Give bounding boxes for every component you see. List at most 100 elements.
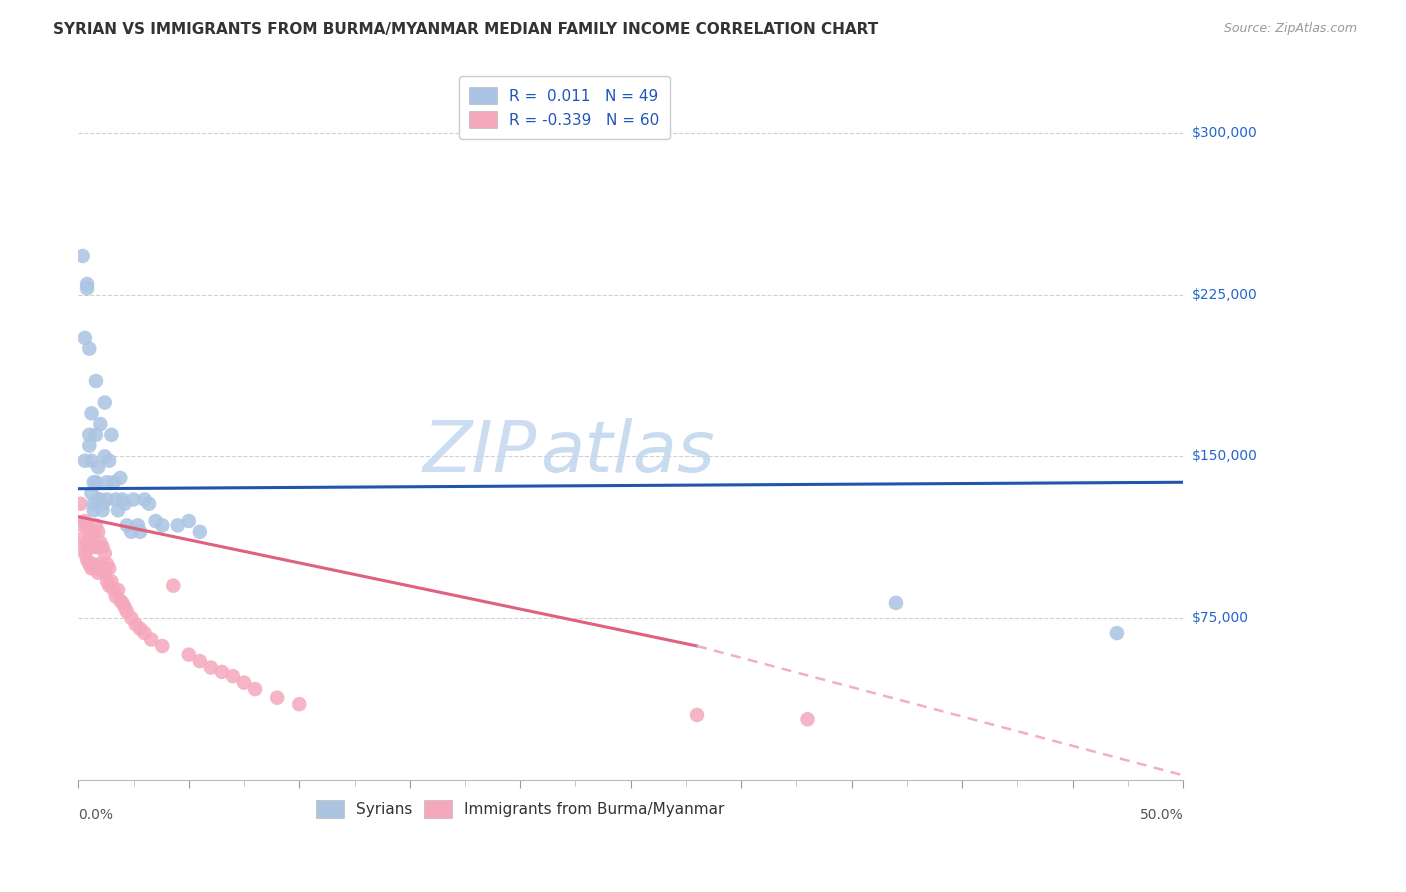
Point: [84, 374, 107, 388]
Point: [138, 497, 160, 511]
Point: [103, 582, 125, 597]
Point: [120, 611, 142, 625]
Point: [100, 574, 122, 589]
Point: [127, 518, 149, 533]
Point: [80, 406, 103, 420]
Point: [94, 566, 117, 580]
Point: [84, 427, 107, 442]
Point: [104, 492, 127, 507]
Point: [73, 453, 96, 467]
Point: [80, 453, 103, 467]
Point: [94, 395, 117, 409]
Text: Source: ZipAtlas.com: Source: ZipAtlas.com: [1223, 22, 1357, 36]
Point: [72, 531, 94, 545]
Point: [233, 675, 256, 690]
Text: atlas: atlas: [540, 418, 714, 487]
Point: [96, 475, 118, 490]
Point: [129, 524, 152, 539]
Point: [79, 540, 101, 554]
Point: [84, 561, 107, 575]
Point: [83, 497, 105, 511]
Point: [83, 503, 105, 517]
Point: [80, 540, 103, 554]
Point: [120, 524, 142, 539]
Text: $75,000: $75,000: [1191, 611, 1249, 625]
Point: [288, 697, 311, 711]
Point: [211, 665, 233, 679]
Point: [76, 553, 98, 567]
Point: [100, 427, 122, 442]
Point: [96, 574, 118, 589]
Point: [122, 492, 145, 507]
Point: [79, 342, 101, 356]
Point: [91, 503, 114, 517]
Legend: Syrians, Immigrants from Burma/Myanmar: Syrians, Immigrants from Burma/Myanmar: [308, 792, 733, 825]
Point: [84, 518, 107, 533]
Point: [76, 281, 98, 295]
Point: [166, 518, 188, 533]
Point: [73, 331, 96, 345]
Point: [266, 690, 288, 705]
Point: [686, 708, 709, 723]
Point: [114, 497, 136, 511]
Point: [83, 540, 105, 554]
Text: 0.0%: 0.0%: [79, 808, 114, 822]
Text: $300,000: $300,000: [1191, 126, 1257, 140]
Point: [111, 596, 134, 610]
Point: [72, 518, 94, 533]
Point: [87, 524, 110, 539]
Point: [79, 439, 101, 453]
Point: [115, 605, 138, 619]
Point: [796, 712, 818, 726]
Point: [111, 492, 134, 507]
Point: [96, 557, 118, 571]
Point: [76, 535, 98, 549]
Point: [150, 518, 173, 533]
Text: 50.0%: 50.0%: [1139, 808, 1184, 822]
Point: [162, 579, 184, 593]
Point: [87, 492, 110, 507]
Point: [80, 524, 103, 539]
Point: [110, 471, 132, 485]
Point: [89, 492, 111, 507]
Point: [89, 557, 111, 571]
Point: [150, 639, 173, 653]
Point: [177, 514, 200, 528]
Point: [69, 497, 91, 511]
Point: [110, 593, 132, 607]
Point: [141, 632, 163, 647]
Point: [103, 475, 125, 490]
Point: [107, 503, 129, 517]
Point: [91, 561, 114, 575]
Point: [73, 546, 96, 560]
Point: [96, 492, 118, 507]
Point: [129, 622, 152, 636]
Point: [79, 531, 101, 545]
Point: [188, 524, 211, 539]
Point: [73, 540, 96, 554]
Point: [188, 654, 211, 668]
Point: [1105, 626, 1128, 640]
Point: [104, 590, 127, 604]
Point: [134, 492, 156, 507]
Point: [115, 518, 138, 533]
Point: [91, 497, 114, 511]
Point: [125, 617, 148, 632]
Point: [884, 596, 907, 610]
Point: [94, 450, 117, 464]
Point: [83, 524, 105, 539]
Point: [73, 514, 96, 528]
Point: [222, 669, 245, 683]
Point: [83, 557, 105, 571]
Point: [94, 546, 117, 560]
Point: [200, 660, 222, 674]
Point: [87, 540, 110, 554]
Point: [80, 561, 103, 575]
Text: $225,000: $225,000: [1191, 288, 1257, 301]
Text: $150,000: $150,000: [1191, 450, 1257, 463]
Point: [83, 475, 105, 490]
Point: [177, 648, 200, 662]
Point: [243, 682, 266, 697]
Point: [72, 249, 94, 263]
Point: [89, 417, 111, 431]
